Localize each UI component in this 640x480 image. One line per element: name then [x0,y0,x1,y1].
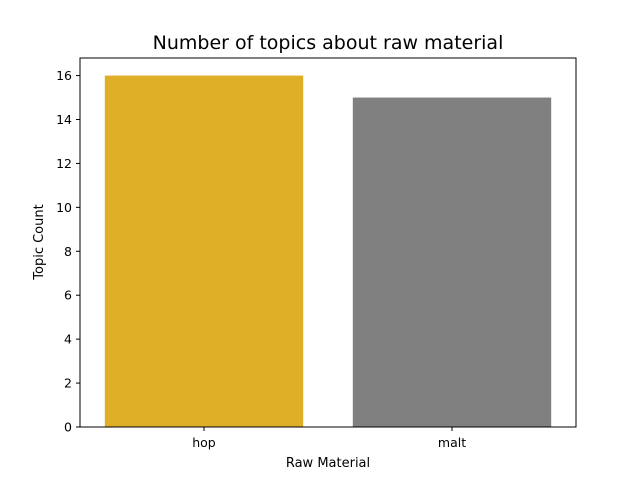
y-tick-label: 12 [56,156,72,171]
bars-group [104,75,552,427]
y-tick-label: 10 [56,200,72,215]
y-axis-ticks: 0 2 4 6 8 10 12 14 16 [56,68,80,435]
x-tick-label: hop [192,435,216,450]
y-tick-label: 14 [56,112,72,127]
chart-title: Number of topics about raw material [153,32,504,54]
y-tick-label: 4 [64,332,72,347]
y-tick-label: 8 [64,244,72,259]
y-tick-label: 16 [56,68,72,83]
y-tick-label: 0 [64,420,72,435]
x-axis-label: Raw Material [286,456,370,471]
x-tick-label: malt [438,435,466,450]
y-tick-label: 6 [64,288,72,303]
bar-hop [104,75,304,427]
plot-area-frame [79,57,577,428]
y-tick-label: 2 [64,376,72,391]
y-axis-label: Topic Count [32,204,47,280]
bar-malt [352,97,552,427]
x-axis-ticks: hop malt [192,427,466,450]
